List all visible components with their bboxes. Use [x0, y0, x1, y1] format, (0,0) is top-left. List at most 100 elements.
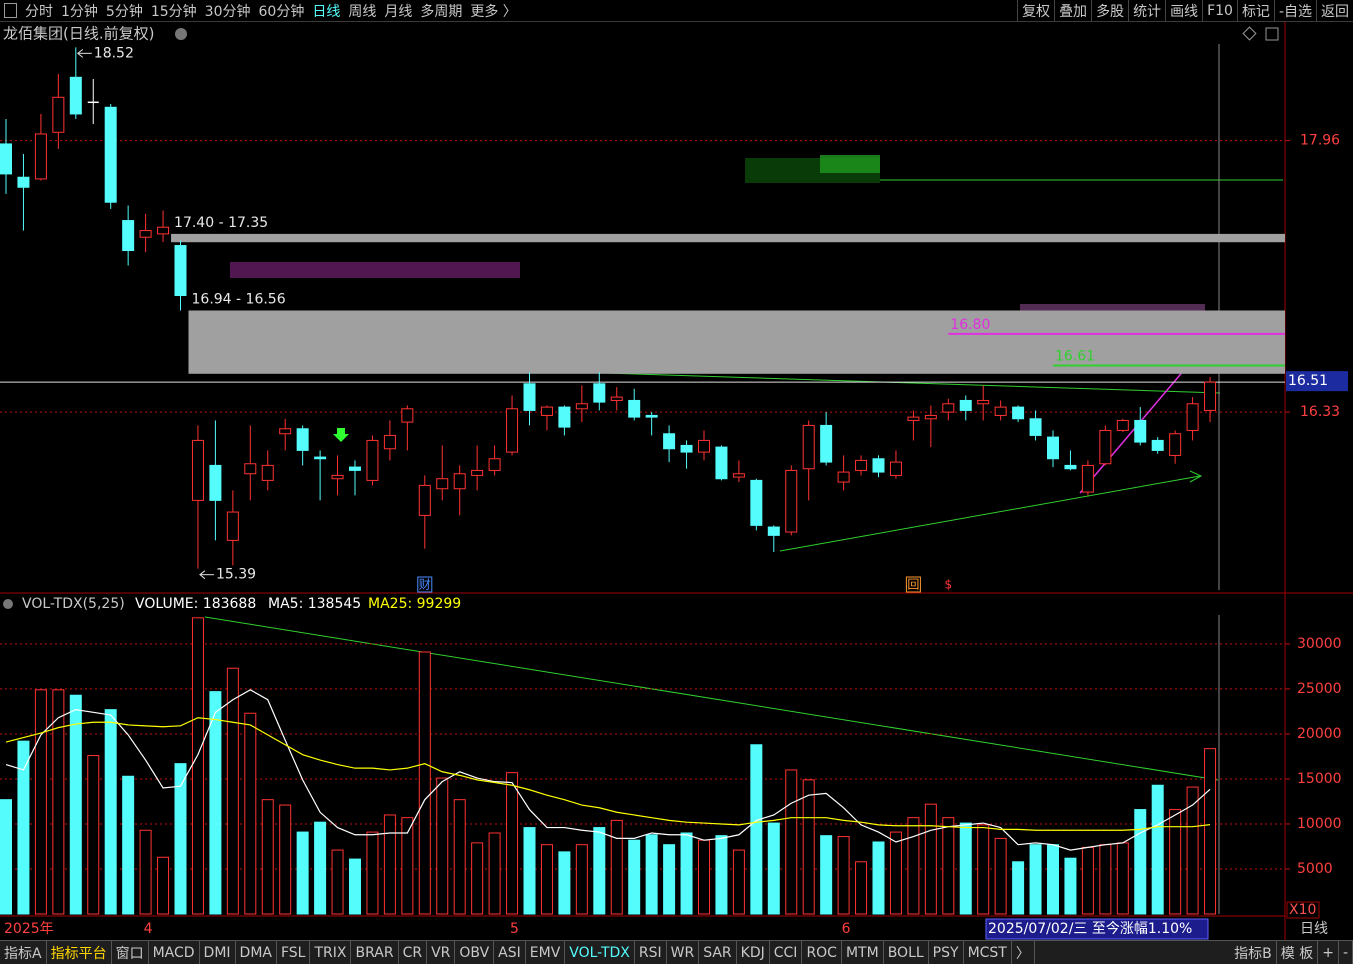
period-tab[interactable]: 5分钟 [105, 3, 143, 20]
gap-band [171, 233, 1285, 243]
volume-bar [261, 799, 274, 915]
template-tabs: 指标B 模 板 + - [1230, 941, 1353, 964]
tool-button[interactable]: 统计 [1128, 0, 1165, 21]
volume-bar [453, 799, 466, 915]
indicator-tab[interactable]: ROC [802, 941, 842, 964]
indicator-tab[interactable]: BOLL [884, 941, 929, 964]
indicator-tab[interactable]: 指标平台 [47, 941, 112, 964]
indicator-tab[interactable]: 〉 [1012, 941, 1035, 964]
candle-body [802, 424, 815, 470]
volume-bar [1064, 857, 1077, 915]
indicator-tab[interactable]: DMA [236, 941, 277, 964]
volume-bar [994, 837, 1007, 915]
indicator-tab[interactable]: VR [427, 941, 456, 964]
candle-body [1151, 439, 1164, 451]
volume-bar [698, 839, 710, 915]
menu-icon[interactable] [0, 0, 21, 21]
candle-body [610, 396, 623, 401]
volume-bar [383, 814, 396, 915]
indicator-tab[interactable]: OBV [455, 941, 495, 964]
indicator-tab[interactable]: RSI [635, 941, 667, 964]
candle-body [52, 96, 65, 133]
volume-bar [226, 667, 239, 915]
candle-body [575, 403, 588, 410]
period-tab[interactable]: 日线 [312, 3, 341, 20]
period-tab[interactable]: 多周期 [420, 3, 463, 20]
indicator-tab[interactable]: MTM [842, 941, 884, 964]
indicator-bar: 指标A 指标平台 窗口 MACD DMI DMA FSL TRIX BRAR CR VR OBV ASI… [0, 940, 1353, 964]
y-tick-label: 5000 [1297, 861, 1333, 877]
volume-bar [506, 772, 519, 915]
template-tab[interactable]: + [1318, 941, 1339, 964]
template-tab[interactable]: 指标B [1230, 941, 1277, 964]
volume-bar [34, 689, 47, 915]
period-tab[interactable]: 分时 [25, 3, 53, 20]
tool-button[interactable]: F10 [1202, 0, 1237, 21]
volume-bar [366, 831, 379, 915]
volume-bar [593, 827, 606, 915]
indicator-tab[interactable]: 窗口 [112, 941, 149, 964]
volume-bar [349, 858, 361, 915]
template-tab[interactable]: 模 板 [1277, 941, 1319, 964]
candle-body [488, 458, 501, 471]
indicator-tab[interactable]: KDJ [737, 941, 770, 964]
indicator-tab[interactable]: DMI [200, 941, 236, 964]
tool-button[interactable]: 标记 [1236, 0, 1274, 21]
candle-body [436, 478, 449, 490]
trend-line [604, 372, 1221, 394]
volume-bar [977, 824, 990, 915]
indicator-tab[interactable]: MCST [964, 941, 1012, 964]
volume-bar [1204, 748, 1217, 915]
scale-box [1286, 901, 1320, 919]
volume-bar [628, 839, 641, 915]
tool-button[interactable]: 多股 [1091, 0, 1128, 21]
period-tab[interactable]: 30分钟 [204, 3, 251, 20]
ma-line [5, 689, 1211, 851]
menu-icon[interactable] [3, 599, 13, 609]
y-tick-label: 16.33 [1300, 404, 1340, 420]
period-tab[interactable]: 周线 [348, 3, 377, 20]
period-tab[interactable]: 更多 〉 [470, 3, 517, 20]
indicator-tab[interactable]: ASI [494, 941, 526, 964]
x-tick-label: 2025年 [4, 921, 54, 937]
period-tab[interactable]: 60分钟 [258, 3, 305, 20]
volume-bar [837, 836, 850, 915]
period-tab[interactable]: 15分钟 [150, 3, 197, 20]
indicator-tab[interactable]: TRIX [310, 941, 352, 964]
indicator-tab[interactable]: CCI [770, 941, 803, 964]
indicator-tab[interactable]: BRAR [351, 941, 399, 964]
menu-icon[interactable] [175, 28, 187, 40]
indicator-tab[interactable]: WR [667, 941, 700, 964]
indicator-tab[interactable]: SAR [699, 941, 737, 964]
level-label: 16.61 [1055, 348, 1095, 364]
indicator-tab[interactable]: FSL [277, 941, 311, 964]
tool-button[interactable]: 返回 [1316, 0, 1353, 21]
period-tab[interactable]: 月线 [384, 3, 413, 20]
indicator-tab[interactable]: EMV [526, 941, 566, 964]
indicator-tab[interactable]: PSY [929, 941, 964, 964]
candle-body [157, 226, 170, 235]
volume-bar [523, 827, 536, 915]
tool-button[interactable]: 叠加 [1054, 0, 1091, 21]
candle-body [1186, 403, 1199, 431]
indicator-tab[interactable]: CR [399, 941, 428, 964]
volume-bar [645, 834, 658, 915]
template-tab[interactable]: - [1339, 941, 1353, 964]
volume-bar [157, 856, 170, 915]
indicator-tab[interactable]: 指标A [0, 941, 47, 964]
trend-line [204, 616, 1219, 781]
tool-button[interactable]: 画线 [1165, 0, 1202, 21]
icon[interactable] [1242, 26, 1257, 41]
indicator-tab[interactable]: VOL-TDX [565, 941, 635, 964]
icon[interactable] [1265, 27, 1279, 41]
indicator-tab[interactable]: MACD [149, 941, 200, 964]
candle-body [279, 428, 292, 435]
annotation-label: 18.52 [94, 45, 134, 61]
volume-bar [802, 779, 815, 915]
tool-button[interactable]: -自选 [1273, 0, 1316, 21]
volume-bar [907, 817, 920, 915]
x-tick-label: 6 [842, 921, 851, 937]
candle-body [732, 473, 745, 478]
tool-button[interactable]: 复权 [1017, 0, 1054, 21]
period-tab[interactable]: 1分钟 [61, 3, 98, 20]
